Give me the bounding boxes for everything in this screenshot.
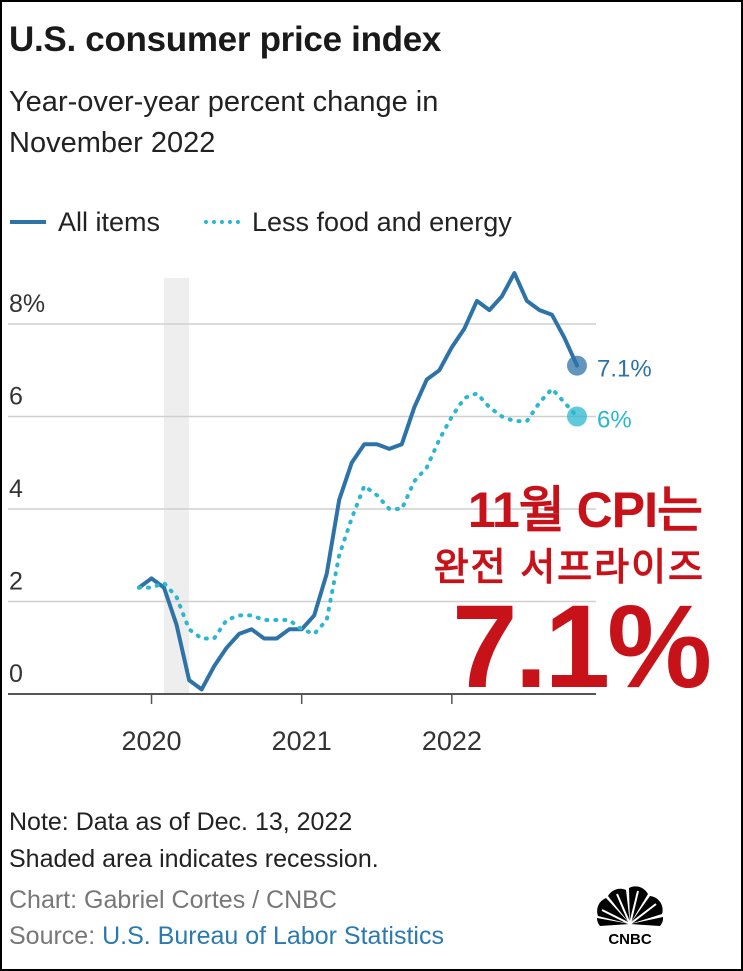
- y-tick-label: 2: [9, 568, 23, 596]
- legend-item-all-items: All items: [10, 207, 160, 238]
- source-line: Source: U.S. Bureau of Labor Statistics: [9, 918, 444, 954]
- overlay-subheadline: 완전 서프라이즈: [433, 547, 705, 589]
- legend-swatch-solid: [10, 220, 46, 224]
- chart-subtitle: Year-over-year percent change in Novembe…: [9, 86, 439, 159]
- x-tick-label: 2021: [272, 726, 332, 756]
- series-end-marker: [567, 355, 587, 376]
- y-tick-label: 6: [9, 383, 23, 411]
- y-tick-label: 8%: [9, 290, 45, 318]
- series-line-all-items: [137, 271, 579, 692]
- x-tick-label: 2022: [422, 726, 482, 756]
- note-line-1: Note: Data as of Dec. 13, 2022: [9, 808, 353, 836]
- note-line-2: Shaded area indicates recession.: [9, 845, 379, 873]
- series-end-marker: [567, 406, 587, 427]
- cnbc-peacock-logo: CNBC: [596, 886, 664, 948]
- logo-text: CNBC: [608, 931, 651, 948]
- x-tick-label: 2020: [121, 726, 181, 756]
- line-chart: 0 2 4 6 8% 2020 2021 2022 7.1% 6%: [8, 271, 652, 756]
- series-end-label: 7.1%: [597, 356, 652, 383]
- series-line-core: [137, 386, 579, 641]
- chart-note: Note: Data as of Dec. 13, 2022 Shaded ar…: [9, 804, 379, 878]
- series-end-label: 6%: [597, 407, 632, 434]
- legend-swatch-dotted: [204, 220, 241, 224]
- credit-line: Chart: Gabriel Cortes / CNBC: [9, 886, 337, 914]
- legend-label: Less food and energy: [252, 206, 512, 237]
- source-label: Source:: [9, 922, 103, 950]
- y-tick-label: 0: [9, 660, 23, 688]
- legend-label: All items: [58, 206, 161, 237]
- y-tick-label: 4: [9, 475, 23, 503]
- overlay-big-number: 7.1%: [452, 581, 712, 713]
- legend-item-core: Less food and energy: [204, 207, 512, 238]
- legend: All items Less food and energy: [10, 204, 556, 240]
- source-link[interactable]: U.S. Bureau of Labor Statistics: [102, 922, 444, 950]
- overlay-headline: 11월 CPI는: [467, 482, 703, 538]
- chart-credit: Chart: Gabriel Cortes / CNBC Source: U.S…: [9, 882, 444, 954]
- chart-title: U.S. consumer price index: [9, 20, 442, 59]
